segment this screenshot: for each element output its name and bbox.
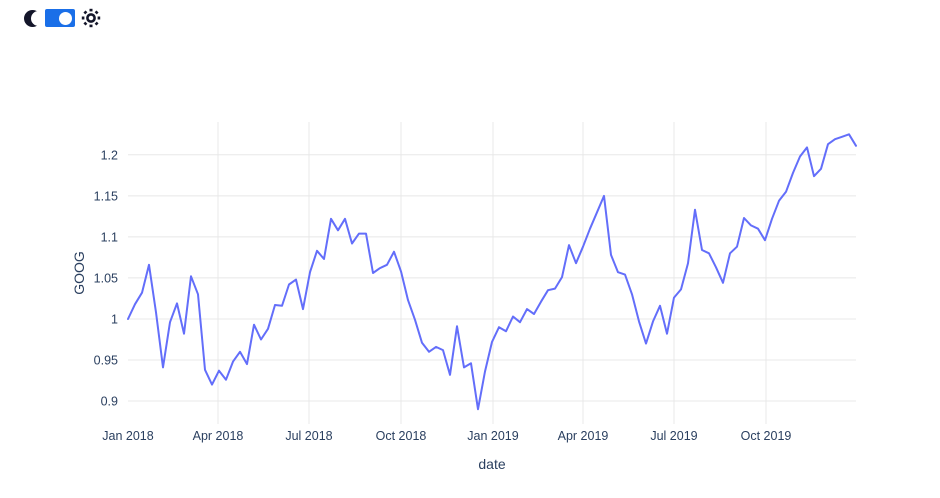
moon-icon [24,9,46,27]
x-tick-label: Oct 2018 [376,429,427,443]
y-tick-label: 1.05 [94,271,118,285]
x-tick-label: Apr 2018 [193,429,244,443]
theme-toggle[interactable] [45,9,75,27]
x-axis-title: date [478,456,506,472]
y-axis-title: GOOG [71,251,87,295]
x-tick-label: Jul 2018 [285,429,332,443]
x-tick-label: Jan 2019 [467,429,518,443]
goog-line-series [127,133,857,411]
y-tick-label: 1.1 [101,230,118,244]
x-tick-label: Oct 2019 [741,429,792,443]
sun-icon [81,8,101,28]
x-tick-label: Jan 2018 [102,429,153,443]
theme-controls [24,8,101,28]
toggle-knob[interactable] [59,11,72,25]
y-tick-label: 1.2 [101,148,118,162]
y-tick-label: 1 [111,313,118,327]
y-tick-label: 0.9 [101,395,118,409]
y-tick-label: 1.15 [94,189,118,203]
x-tick-label: Apr 2019 [558,429,609,443]
y-tick-label: 0.95 [94,354,118,368]
x-tick-label: Jul 2019 [650,429,697,443]
